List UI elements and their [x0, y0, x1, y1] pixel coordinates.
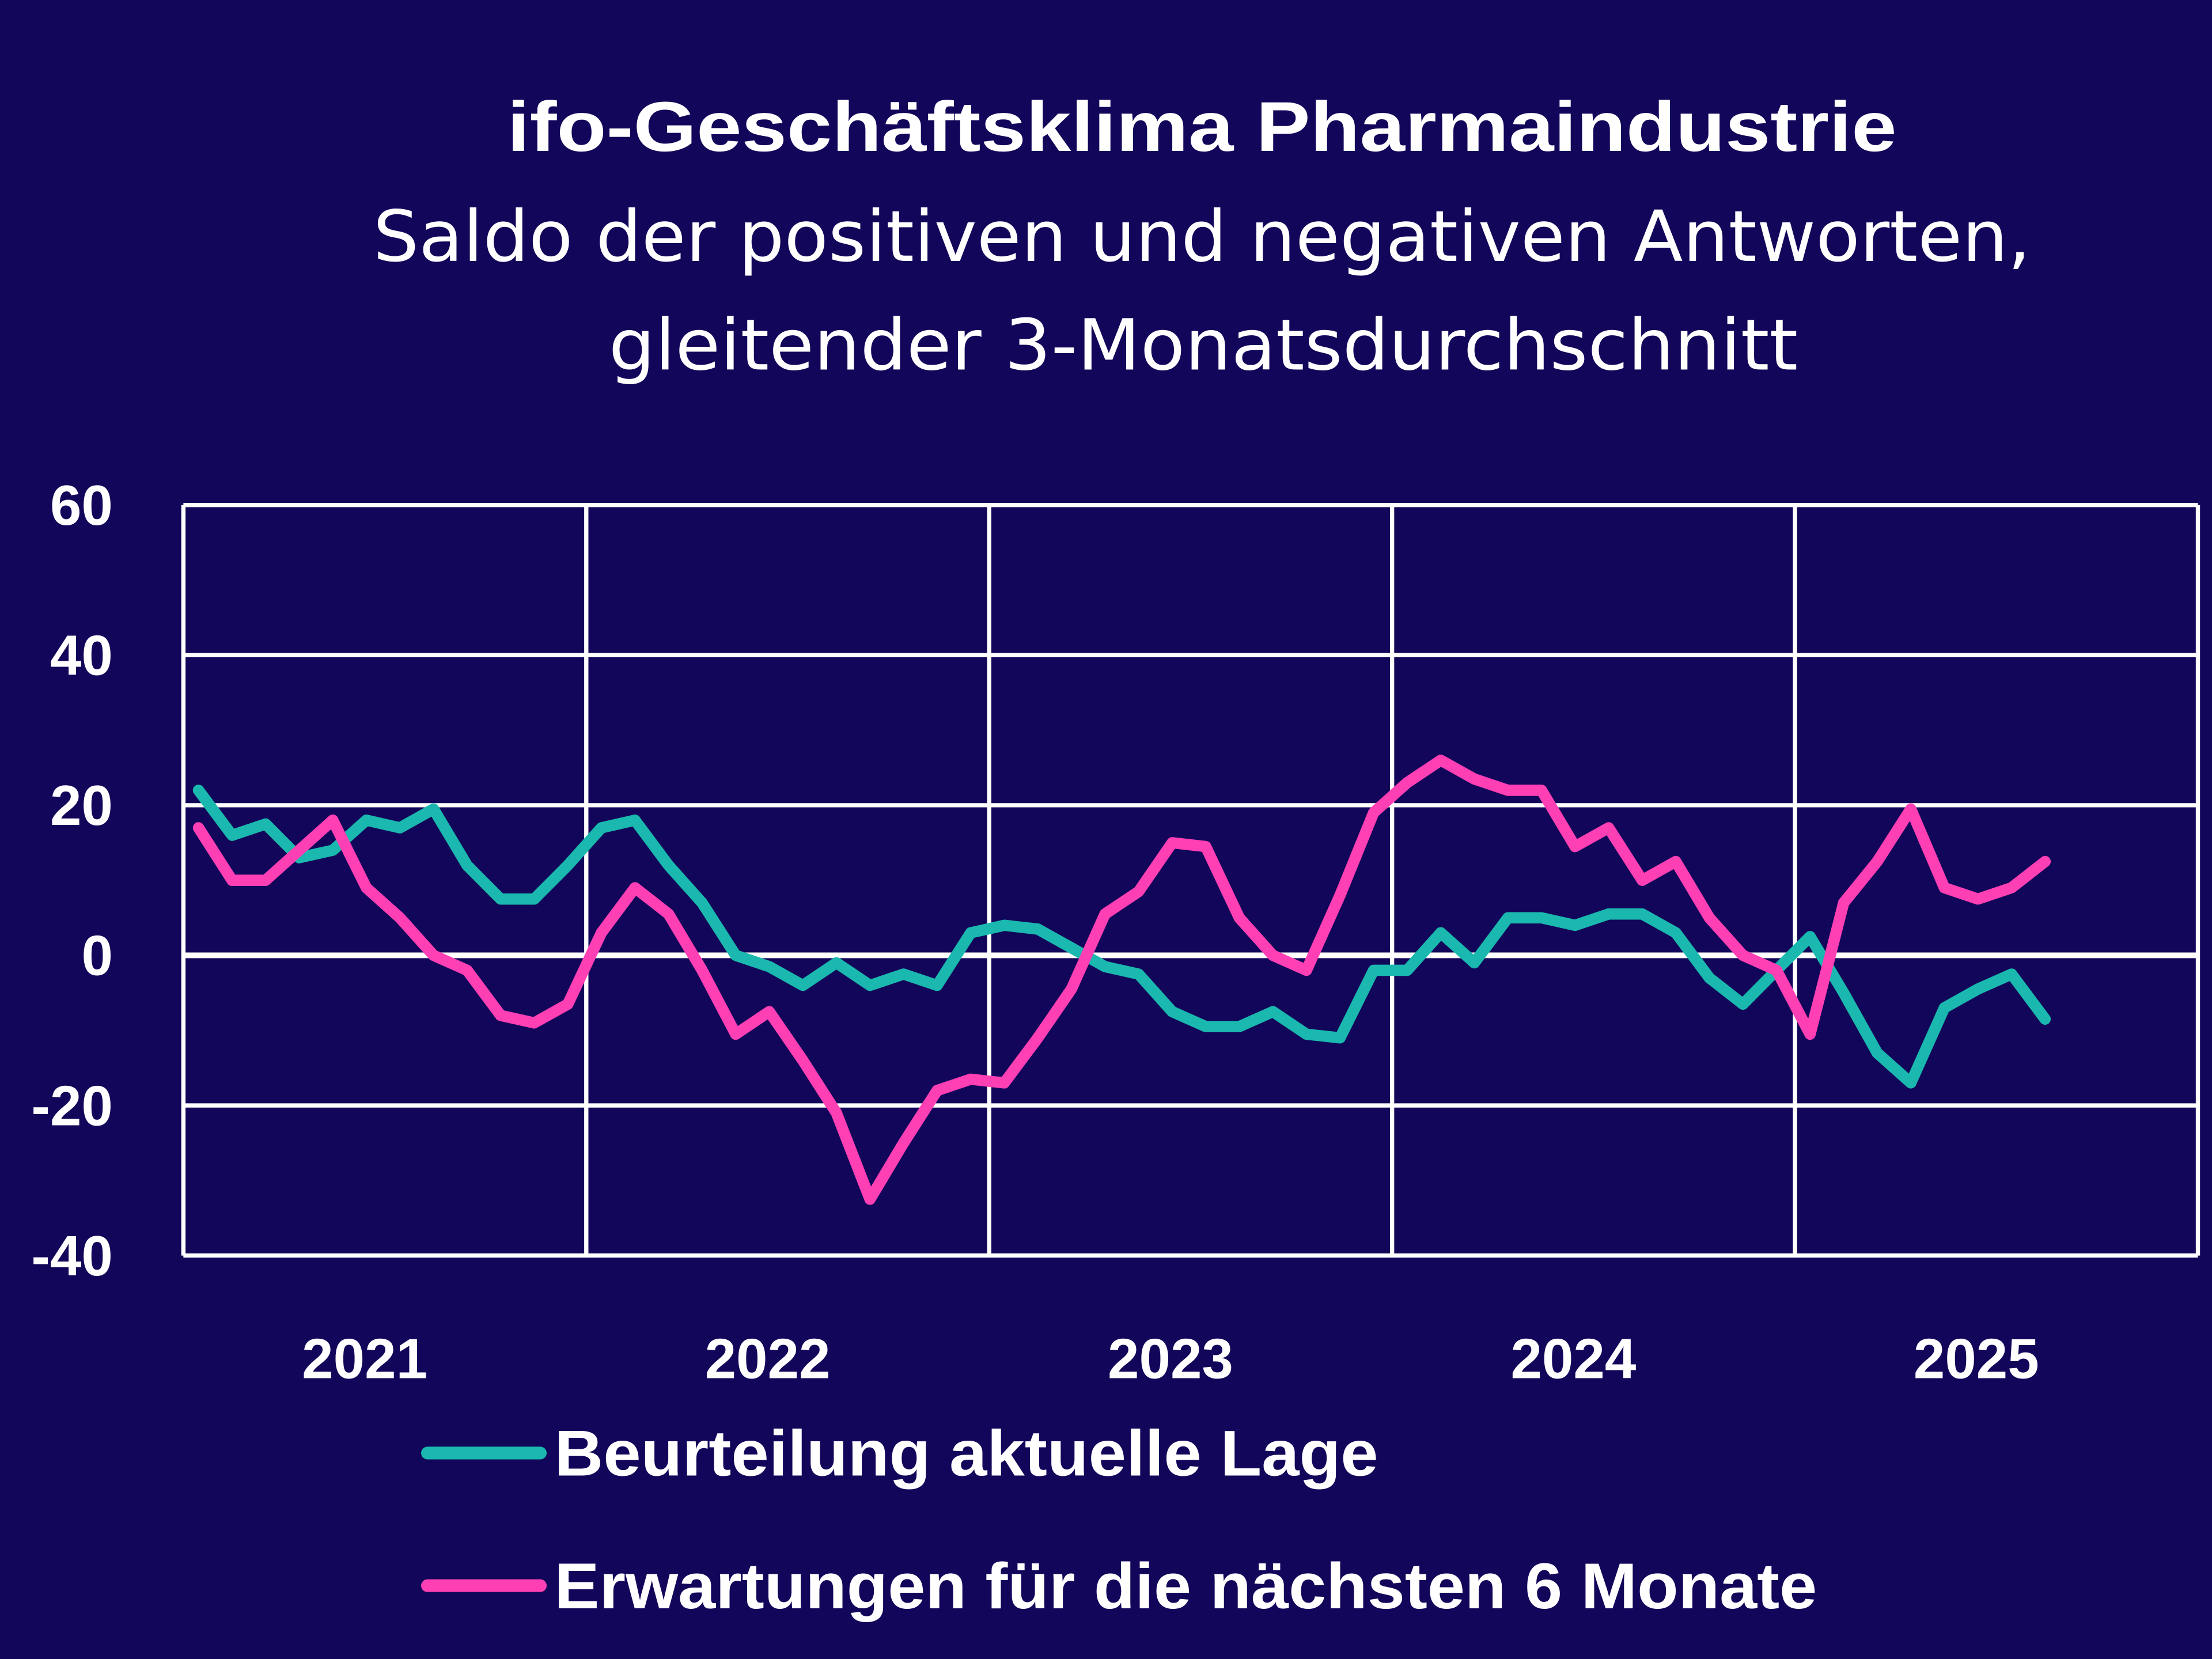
legend-label-lage: Beurteilung aktuelle Lage [554, 1417, 1378, 1490]
legend: Beurteilung aktuelle Lage Erwartungen fü… [421, 1417, 1817, 1622]
chart-subtitle-line-2: gleitender 3-Monatsdurchschnitt [609, 304, 1798, 387]
x-tick-label: 2023 [1108, 1327, 1233, 1391]
y-tick-label: 60 [50, 474, 113, 537]
y-tick-label: -20 [31, 1074, 113, 1137]
x-tick-label: 2021 [302, 1327, 427, 1391]
chart-subtitle-line-1: Saldo der positiven und negativen Antwor… [373, 195, 2031, 278]
legend-label-erwartungen: Erwartungen für die nächsten 6 Monate [554, 1550, 1817, 1622]
series-lines [192, 754, 2051, 1205]
x-tick-label: 2022 [705, 1327, 831, 1391]
y-tick-label: 40 [50, 624, 113, 687]
x-tick-label: 2025 [1914, 1327, 2039, 1391]
x-tick-label: 2024 [1510, 1327, 1636, 1391]
y-tick-label: 20 [50, 774, 113, 837]
y-tick-label: 0 [81, 924, 112, 987]
x-axis-ticks: 2021 2022 2023 2024 2025 [302, 1327, 2039, 1391]
grid [181, 503, 2200, 1258]
legend-item-erwartungen: Erwartungen für die nächsten 6 Monate [421, 1550, 1817, 1622]
series-line-lage [192, 785, 2051, 1089]
series-line-erwartungen [192, 754, 2051, 1205]
y-axis-ticks: 60 40 20 0 -20 -40 [31, 474, 113, 1287]
chart-title: ifo-Geschäftsklima Pharmaindustrie [507, 87, 1896, 166]
legend-item-lage: Beurteilung aktuelle Lage [421, 1417, 1378, 1490]
y-tick-label: -40 [31, 1224, 113, 1287]
